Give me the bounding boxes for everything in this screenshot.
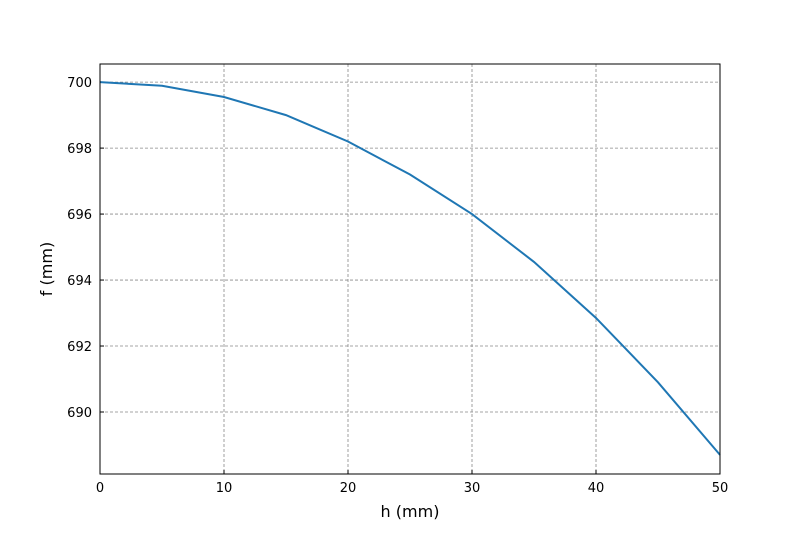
data-line [99,81,721,456]
y-tick-label: 696 [67,208,92,223]
x-tick-label: 50 [712,481,729,496]
x-tick-label: 10 [216,481,233,496]
x-axis-label: h (mm) [381,502,440,521]
x-tick-label: 0 [96,481,104,496]
plot-frame [99,63,721,475]
y-tick-label: 700 [67,76,92,91]
x-tick-label: 20 [340,481,357,496]
y-tick-label: 694 [67,274,92,289]
y-tick-label: 698 [67,142,92,157]
y-tick-label: 690 [67,406,92,421]
y-tick-label: 692 [67,340,92,355]
x-tick-label: 30 [464,481,481,496]
y-axis-label: f (mm) [37,242,56,296]
x-tick-label: 40 [588,481,605,496]
